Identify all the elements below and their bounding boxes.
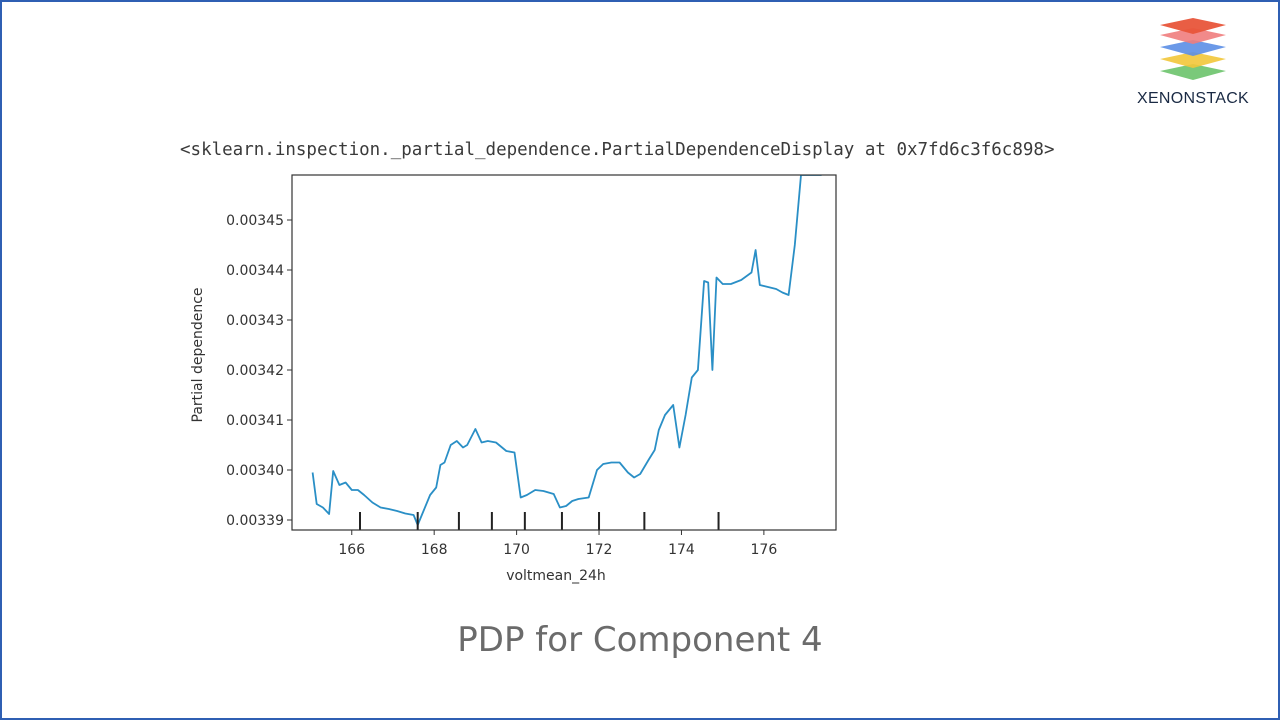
- y-tick-label: 0.00344: [226, 263, 284, 279]
- series-line: [311, 175, 822, 526]
- y-tick-label: 0.00342: [226, 363, 284, 379]
- x-axis-label: voltmean_24h: [506, 568, 606, 584]
- plot-frame: [291, 174, 837, 531]
- brand-logo: XENONSTACK: [1120, 14, 1266, 114]
- y-tick-label: 0.00343: [226, 313, 284, 329]
- layered-stack-logo-icon: [1160, 18, 1226, 80]
- slide-caption: PDP for Component 4: [457, 620, 823, 660]
- x-tick-label: 176: [751, 542, 778, 558]
- brand-name: XENONSTACK: [1136, 90, 1250, 107]
- y-axis-label: Partial dependence: [190, 287, 206, 422]
- x-tick-label: 168: [421, 542, 448, 558]
- y-tick-label: 0.00340: [226, 463, 284, 479]
- y-tick-label: 0.00345: [226, 213, 284, 229]
- output-repr: <sklearn.inspection._partial_dependence.…: [180, 140, 1055, 160]
- y-tick-label: 0.00341: [226, 413, 284, 429]
- x-tick-label: 166: [338, 542, 365, 558]
- x-tick-label: 174: [668, 542, 695, 558]
- x-tick-label: 172: [586, 542, 613, 558]
- x-tick-label: 170: [503, 542, 530, 558]
- y-tick-label: 0.00339: [226, 513, 284, 529]
